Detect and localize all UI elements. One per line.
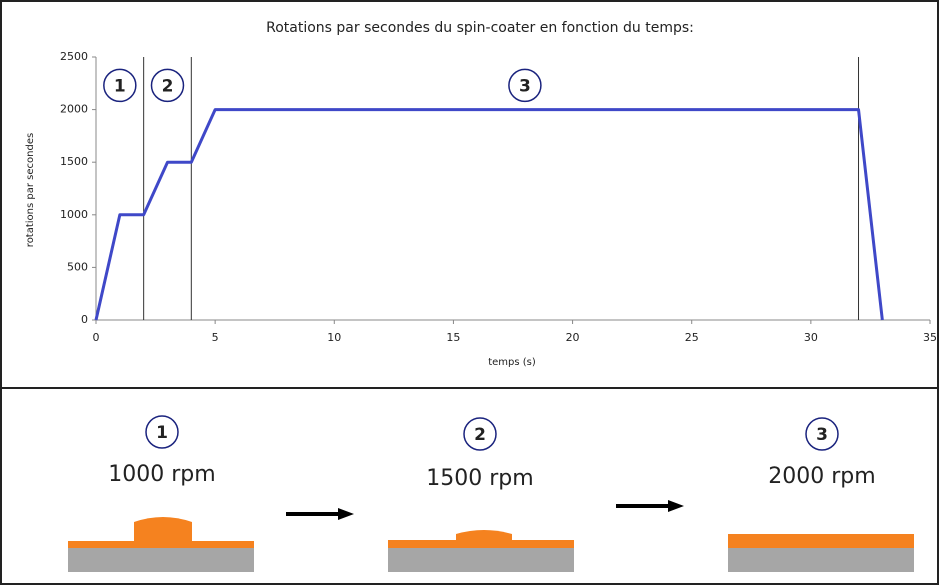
phase-label-circle [508, 68, 542, 103]
phase-label: 3 [519, 76, 531, 96]
step-number: 1 [156, 423, 168, 443]
phase-label-circle [150, 68, 185, 103]
substrate-1 [68, 517, 254, 572]
x-tick-label: 15 [446, 331, 460, 344]
y-tick-label: 2000 [60, 103, 88, 116]
y-tick-label: 1500 [60, 155, 88, 168]
x-tick-label: 5 [212, 331, 219, 344]
step-label: 1000 rpm [108, 462, 215, 487]
step-number-circle [805, 417, 839, 451]
x-axis-label: temps (s) [488, 357, 536, 368]
substrate-3 [728, 534, 914, 572]
step-number-circle [145, 415, 179, 449]
x-tick-label: 0 [93, 331, 100, 344]
step-label: 1500 rpm [426, 466, 533, 491]
y-tick-label: 2500 [60, 50, 88, 63]
step-number: 2 [474, 425, 486, 445]
y-axis-label: rotations par secondes [25, 133, 36, 247]
chart-title: Rotations par secondes du spin-coater en… [266, 20, 694, 36]
x-tick-label: 20 [566, 331, 580, 344]
step-number-circle [463, 417, 497, 451]
x-tick-label: 25 [685, 331, 699, 344]
arrow [616, 500, 684, 512]
y-tick-label: 0 [81, 313, 88, 326]
arrow [286, 508, 354, 520]
phase-label: 2 [162, 76, 174, 96]
y-tick-label: 1000 [60, 208, 88, 221]
phase-label: 1 [114, 76, 126, 96]
series-line [94, 108, 884, 321]
phase-label-circle [103, 68, 137, 103]
step-label: 2000 rpm [768, 464, 875, 489]
y-tick-label: 500 [67, 260, 88, 273]
substrate-2 [388, 530, 574, 572]
step-number: 3 [816, 425, 828, 445]
x-tick-label: 10 [327, 331, 341, 344]
x-tick-label: 35 [923, 331, 937, 344]
x-tick-label: 30 [804, 331, 818, 344]
